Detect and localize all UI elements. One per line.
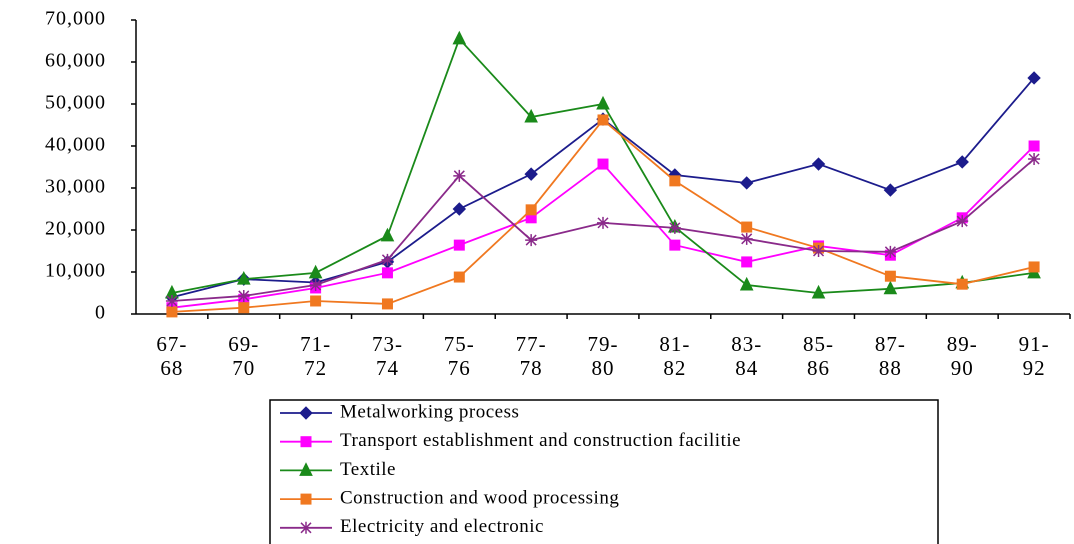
marker	[381, 298, 393, 310]
x-tick-label: 81- 82	[659, 332, 691, 380]
x-tick-label: 67- 68	[156, 332, 188, 380]
marker	[597, 216, 609, 229]
marker	[166, 306, 178, 318]
marker	[956, 278, 968, 290]
marker	[380, 227, 395, 242]
marker	[300, 493, 312, 505]
marker	[299, 406, 313, 420]
series-line	[171, 158, 1035, 302]
y-tick-label: 10,000	[45, 260, 106, 282]
marker	[669, 239, 681, 251]
x-tick-label: 87- 88	[874, 332, 906, 380]
marker	[1027, 71, 1041, 85]
marker	[812, 245, 825, 257]
y-tick-label: 0	[95, 302, 106, 324]
x-tick-label: 83- 84	[731, 332, 763, 380]
marker	[381, 253, 394, 266]
legend-label: Metalworking process	[340, 401, 519, 422]
series-line	[171, 77, 1035, 299]
marker	[452, 30, 467, 45]
marker	[1028, 261, 1040, 273]
marker	[739, 276, 754, 291]
marker	[883, 183, 898, 197]
legend-label: Transport establishment and construction…	[340, 430, 741, 451]
marker	[811, 157, 826, 171]
marker	[596, 95, 610, 110]
marker	[597, 158, 609, 170]
marker	[739, 176, 754, 190]
marker	[453, 239, 465, 251]
marker	[300, 521, 312, 534]
marker	[955, 155, 969, 169]
x-tick-label: 77- 78	[515, 332, 547, 380]
marker	[1028, 140, 1040, 152]
x-tick-label: 85- 86	[803, 332, 835, 380]
marker	[299, 462, 313, 476]
marker	[740, 232, 753, 245]
series-line	[171, 118, 1035, 313]
marker	[524, 108, 538, 123]
legend-label: Textile	[340, 459, 396, 480]
marker	[453, 169, 466, 182]
marker	[884, 270, 896, 282]
marker	[165, 294, 178, 307]
marker	[452, 202, 467, 216]
y-tick-label: 20,000	[45, 218, 106, 240]
marker	[811, 284, 826, 299]
y-tick-label: 40,000	[45, 134, 106, 156]
marker	[597, 114, 609, 126]
marker	[883, 280, 898, 295]
x-tick-label: 91- 92	[1018, 332, 1050, 380]
x-tick-label: 69- 70	[228, 332, 260, 380]
x-tick-label: 75- 76	[443, 332, 475, 380]
y-tick-label: 50,000	[45, 92, 106, 114]
marker	[668, 221, 681, 234]
marker	[741, 221, 753, 233]
x-tick-label: 73- 74	[371, 332, 403, 380]
x-tick-label: 79- 80	[587, 332, 619, 380]
marker	[236, 271, 251, 285]
marker	[453, 271, 465, 283]
marker	[237, 289, 250, 302]
y-tick-label: 30,000	[45, 176, 106, 198]
marker	[300, 436, 312, 448]
y-tick-label: 70,000	[45, 8, 106, 30]
x-tick-label: 71- 72	[300, 332, 332, 380]
marker	[956, 215, 969, 228]
marker	[669, 175, 681, 187]
marker	[310, 295, 322, 307]
marker	[381, 267, 393, 279]
marker	[1028, 153, 1041, 166]
legend: Metalworking process Transport establishm…	[280, 401, 741, 537]
legend-label: Construction and wood processing	[340, 487, 619, 508]
marker	[308, 264, 323, 279]
marker	[741, 256, 753, 268]
x-tick-label: 89- 90	[946, 332, 978, 380]
marker	[884, 245, 897, 258]
marker	[238, 302, 250, 314]
legend-label: Electricity and electronic	[340, 516, 544, 537]
marker	[525, 204, 537, 216]
y-tick-label: 60,000	[45, 50, 106, 72]
marker	[524, 167, 538, 181]
marker	[309, 279, 322, 292]
marker	[525, 234, 538, 247]
legend-box	[269, 399, 939, 544]
